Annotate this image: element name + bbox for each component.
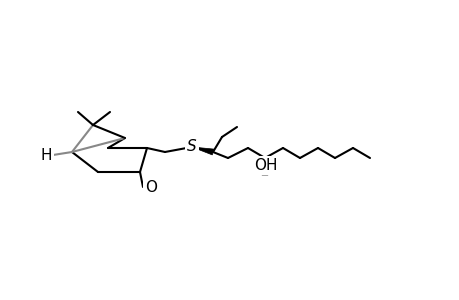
Polygon shape (191, 147, 213, 155)
Polygon shape (262, 158, 268, 175)
Text: OH: OH (254, 158, 277, 173)
Text: O: O (145, 179, 157, 194)
Text: S: S (187, 139, 196, 154)
Text: H: H (40, 148, 52, 163)
